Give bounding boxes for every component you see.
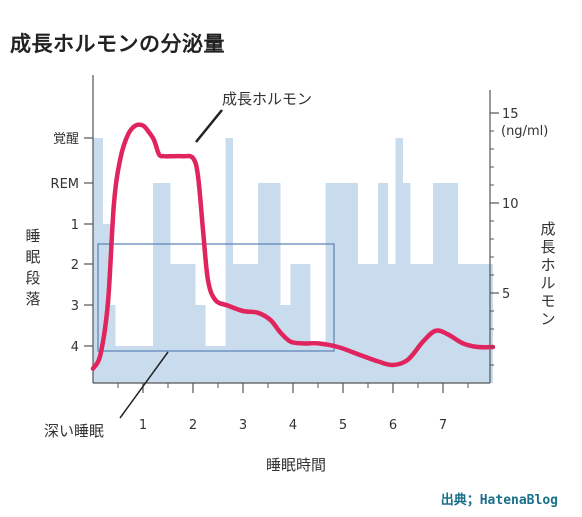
left-axis-title-glyph: 段 — [25, 269, 40, 287]
sleep-stage-bar — [290, 264, 311, 383]
series-callout-label: 成長ホルモン — [222, 90, 312, 108]
growth-hormone-series-line — [90, 122, 496, 371]
sleep-stage-bar — [433, 183, 458, 383]
chart-axes — [92, 75, 491, 384]
series-callout-leader — [195, 109, 223, 143]
x-axis-tick-label: 2 — [189, 418, 197, 433]
x-axis-tick-label: 5 — [339, 418, 347, 433]
sleep-stage-bar — [205, 346, 226, 383]
sleep-stage-bar — [280, 305, 291, 383]
left-axis-tick-label: REM — [51, 177, 79, 192]
sleep-stage-bar — [358, 264, 378, 383]
x-axis-title: 睡眠時間 — [266, 456, 326, 474]
sleep-stage-bar — [115, 346, 153, 383]
right-axis-tick-label: 15 — [502, 107, 519, 122]
sleep-stage-bar — [170, 264, 196, 383]
sleep-stage-bar — [310, 346, 326, 383]
sleep-stage-bar — [388, 264, 396, 383]
sleep-stage-bar — [410, 264, 433, 383]
right-axis-title: 成長ホルモン — [540, 220, 555, 328]
x-axis-tick-label: 3 — [239, 418, 247, 433]
right-axis-tick-label: 10 — [502, 197, 519, 212]
right-axis-title-glyph: 成 — [540, 220, 555, 238]
left-axis-title-glyph: 眠 — [25, 248, 40, 266]
sleep-stage-bar — [258, 183, 281, 383]
sleep-stage-bar — [110, 305, 116, 383]
x-axis-tick-label: 6 — [389, 418, 397, 433]
x-axis-tick-label: 7 — [439, 418, 447, 433]
sleep-stage-bar — [153, 183, 171, 383]
deep-sleep-callout-leader — [119, 351, 169, 419]
source-credit: 出典；HatenaBlog — [440, 493, 558, 508]
right-axis-title-glyph: モ — [540, 292, 555, 310]
right-axis-unit: (ng/ml) — [501, 124, 548, 139]
sleep-stage-bar — [378, 183, 388, 383]
page-title: 成長ホルモンの分泌量 — [10, 32, 225, 56]
right-axis-tick-label: 5 — [502, 287, 510, 302]
sleep-stage-bar — [403, 183, 411, 383]
right-axis-title-glyph: ホ — [540, 256, 555, 274]
sleep-stage-bar — [233, 264, 258, 383]
deep-sleep-callout-label: 深い睡眠 — [44, 422, 104, 440]
right-axis-title-glyph: ン — [540, 310, 555, 328]
sleep-stage-bars — [93, 138, 493, 383]
right-axis-title-glyph: 長 — [540, 238, 555, 256]
sleep-stage-bar — [458, 264, 493, 383]
sleep-stage-bar — [395, 138, 403, 383]
left-axis-title-glyph: 睡 — [25, 227, 40, 245]
left-axis-tick-label: 2 — [71, 258, 79, 273]
chart-tick-labels: 覚醒 REM 1 2 3 4 15 10 5 1 2 3 4 5 6 7 — [51, 107, 519, 433]
sleep-stage-bar — [225, 138, 233, 383]
x-axis-tick-label: 4 — [289, 418, 297, 433]
left-axis-tick-label: 4 — [71, 340, 79, 355]
left-axis-tick-label: 覚醒 — [53, 132, 79, 147]
left-axis-tick-label: 3 — [71, 299, 79, 314]
x-axis-tick-label: 1 — [139, 418, 147, 433]
sleep-stage-bar — [195, 305, 206, 383]
left-axis-tick-label: 1 — [71, 218, 79, 233]
left-axis-title-glyph: 落 — [25, 290, 40, 308]
deep-sleep-highlight-box — [97, 243, 335, 352]
right-axis-title-glyph: ル — [540, 274, 555, 292]
